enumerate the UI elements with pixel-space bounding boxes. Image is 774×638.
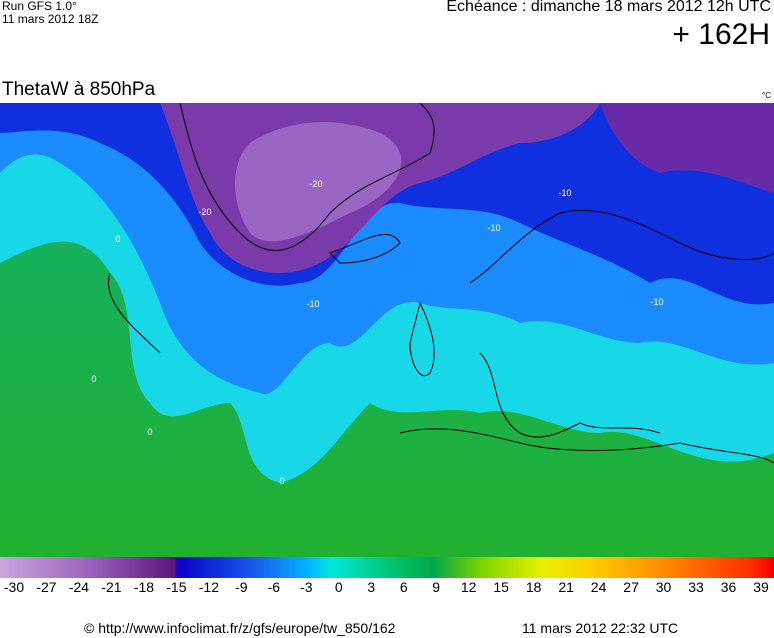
contour-label: 0 xyxy=(115,234,120,244)
scale-tick-label: 9 xyxy=(432,579,441,595)
scale-tick-label: -6 xyxy=(267,579,281,595)
color-scale xyxy=(0,557,774,578)
scale-tick-label: -21 xyxy=(101,579,122,595)
contour-label: 0 xyxy=(147,427,152,437)
scale-tick-label: -9 xyxy=(235,579,248,595)
scale-tick-label: 39 xyxy=(753,579,769,595)
run-label: Run GFS 1.0° xyxy=(2,0,77,13)
scale-tick-label: -27 xyxy=(36,579,57,595)
scale-tick-label: -3 xyxy=(300,579,313,595)
scale-tick-label: -12 xyxy=(198,579,219,595)
run-date: 11 mars 2012 18Z xyxy=(2,12,99,26)
contour-label: -10 xyxy=(487,223,500,233)
scale-tick-label: 33 xyxy=(688,579,704,595)
source-url: © http://www.infoclimat.fr/z/gfs/europe/… xyxy=(84,620,396,636)
timestamp: 11 mars 2012 22:32 UTC xyxy=(522,620,679,636)
map: -20 -20 -10 -10 -10 -10 0 0 0 0 xyxy=(0,103,774,557)
scale-tick-label: 21 xyxy=(558,579,574,595)
scale-tick-label: 6 xyxy=(399,579,408,595)
contour-label: -10 xyxy=(558,188,571,198)
scale-tick-label: 24 xyxy=(590,579,607,595)
map-title: ThetaW à 850hPa xyxy=(2,79,156,100)
contour-label: -10 xyxy=(306,299,319,309)
contour-label: -10 xyxy=(650,297,663,307)
scale-tick-label: 30 xyxy=(655,579,672,595)
scale-tick-label: 15 xyxy=(493,579,509,595)
valid-time: Echéance : dimanche 18 mars 2012 12h UTC xyxy=(446,0,771,15)
scale-tick-label: 0 xyxy=(334,579,343,595)
scale-tick-label: -30 xyxy=(3,579,25,595)
contour-label: 0 xyxy=(91,374,96,384)
scale-tick-label: -24 xyxy=(68,579,90,595)
lead-time: + 162H xyxy=(672,18,770,51)
scale-tick-label: 12 xyxy=(460,579,477,595)
scale-ticks: -30 -27 -24 -21 -18 -15 -12 -9 -6 -3 0 3 6 9 12 15 18 21 2… xyxy=(0,579,774,599)
contour-label: -20 xyxy=(198,207,211,217)
unit: °C xyxy=(762,91,771,100)
scale-tick-label: 3 xyxy=(367,579,376,595)
scale-tick-label: 36 xyxy=(720,579,737,595)
scale-tick-label: 27 xyxy=(623,579,639,595)
contour-label: 0 xyxy=(279,476,284,486)
scale-tick-label: -15 xyxy=(166,579,187,595)
contour-label: -20 xyxy=(309,179,322,189)
scale-tick-label: -18 xyxy=(133,579,155,595)
scale-tick-label: 18 xyxy=(525,579,542,595)
